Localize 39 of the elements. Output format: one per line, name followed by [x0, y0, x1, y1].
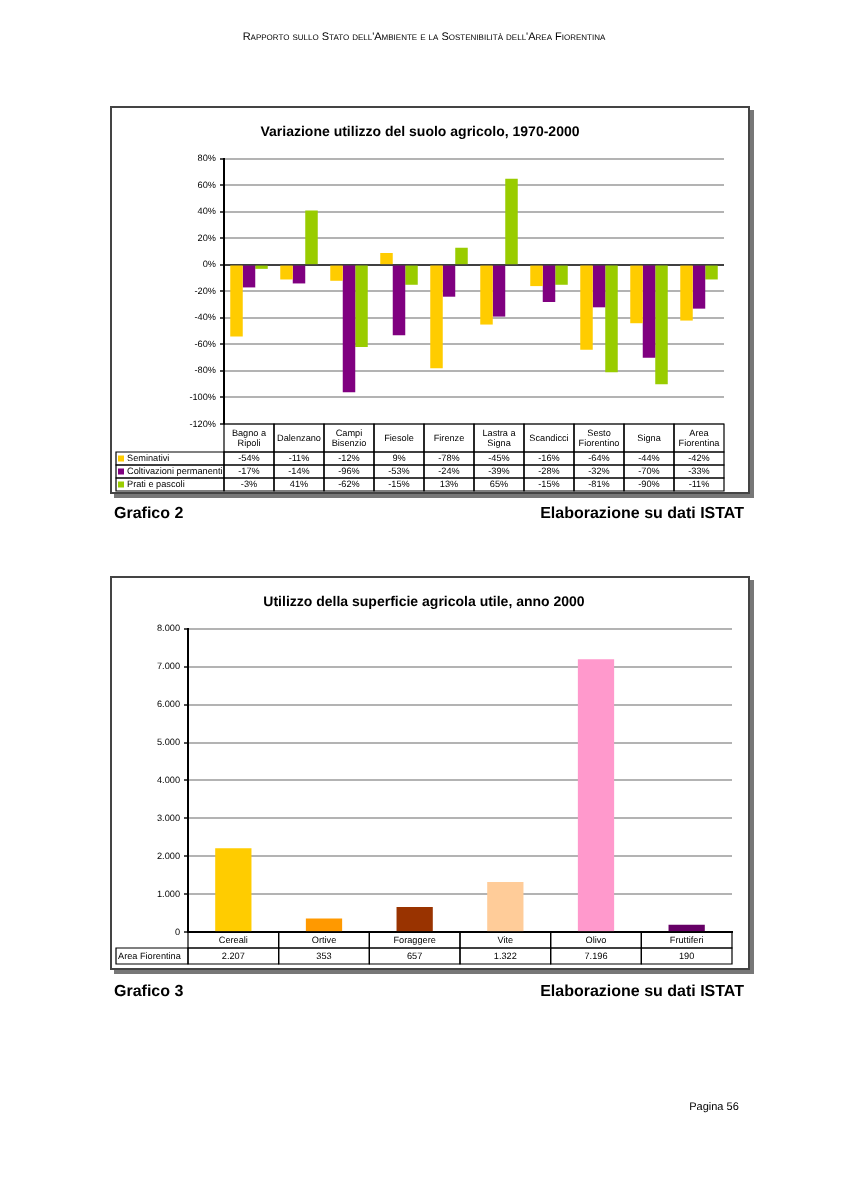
bar [342, 265, 356, 393]
bar [392, 265, 406, 336]
bar [642, 265, 656, 358]
text: Elaborazione su dati ISTAT [540, 504, 744, 522]
bar [292, 265, 306, 284]
bar [305, 918, 343, 932]
bar [592, 265, 606, 308]
bar [580, 265, 593, 350]
bar [692, 265, 706, 309]
bar [230, 265, 243, 337]
bar [396, 907, 433, 932]
bar [630, 265, 643, 324]
text: Grafico 3 [114, 982, 184, 1000]
bar [655, 265, 668, 385]
bar [355, 265, 368, 348]
bar [380, 252, 393, 265]
bar [555, 265, 568, 285]
bar [705, 265, 718, 280]
bar [430, 265, 443, 369]
text: Grafico 2 [114, 504, 184, 522]
bar [530, 265, 543, 287]
text: Elaborazione su dati ISTAT [540, 982, 744, 1000]
bar [487, 881, 524, 932]
bar [242, 265, 256, 288]
bar [577, 659, 615, 932]
bar [215, 848, 252, 932]
bar [505, 178, 518, 265]
bar [330, 265, 343, 281]
bar [280, 265, 293, 280]
bar [605, 265, 618, 373]
bar [442, 265, 456, 297]
bar [492, 265, 506, 317]
bar [305, 210, 318, 265]
bar [668, 924, 705, 932]
bar [542, 265, 556, 303]
bar [405, 265, 418, 285]
bar [680, 265, 693, 321]
bar [480, 265, 493, 325]
bar [455, 247, 468, 265]
